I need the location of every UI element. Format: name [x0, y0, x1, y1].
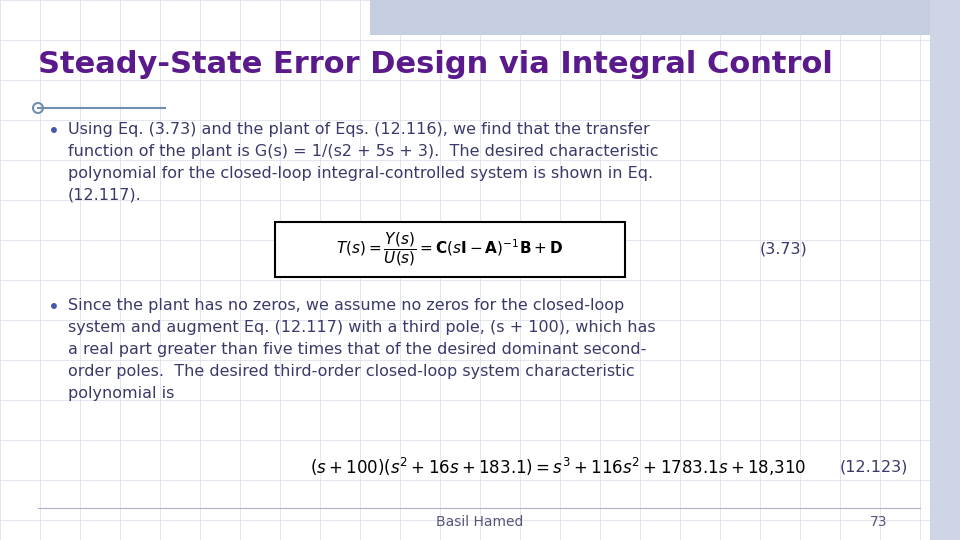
- Text: a real part greater than five times that of the desired dominant second-: a real part greater than five times that…: [68, 342, 646, 357]
- Bar: [275, 222, 625, 277]
- Text: Steady-State Error Design via Integral Control: Steady-State Error Design via Integral C…: [38, 50, 833, 79]
- Text: •: •: [48, 298, 60, 317]
- Text: (12.117).: (12.117).: [68, 188, 142, 203]
- Text: 73: 73: [870, 515, 887, 529]
- Text: Basil Hamed: Basil Hamed: [436, 515, 524, 529]
- Text: $(s + 100)(s^2 + 16s + 183.1) = s^3 + 116s^2 + 1783.1s + 18{,}310$: $(s + 100)(s^2 + 16s + 183.1) = s^3 + 11…: [310, 456, 806, 478]
- Text: Using Eq. (3.73) and the plant of Eqs. (12.116), we find that the transfer: Using Eq. (3.73) and the plant of Eqs. (…: [68, 122, 650, 137]
- Text: •: •: [48, 122, 60, 141]
- Text: system and augment Eq. (12.117) with a third pole, (s + 100), which has: system and augment Eq. (12.117) with a t…: [68, 320, 656, 335]
- Text: polynomial is: polynomial is: [68, 386, 175, 401]
- Text: $T(s) = \dfrac{Y(s)}{U(s)} = \mathbf{C}(s\mathbf{I} - \mathbf{A})^{-1}\mathbf{B}: $T(s) = \dfrac{Y(s)}{U(s)} = \mathbf{C}(…: [336, 231, 564, 268]
- Bar: [370, 0, 960, 35]
- Text: function of the plant is G(s) = 1/(s2 + 5s + 3).  The desired characteristic: function of the plant is G(s) = 1/(s2 + …: [68, 144, 659, 159]
- Text: Since the plant has no zeros, we assume no zeros for the closed-loop: Since the plant has no zeros, we assume …: [68, 298, 624, 313]
- Text: (12.123): (12.123): [840, 460, 908, 475]
- Bar: [930, 0, 960, 540]
- Text: order poles.  The desired third-order closed-loop system characteristic: order poles. The desired third-order clo…: [68, 364, 635, 379]
- Text: (3.73): (3.73): [760, 242, 807, 257]
- Text: polynomial for the closed-loop integral-controlled system is shown in Eq.: polynomial for the closed-loop integral-…: [68, 166, 653, 181]
